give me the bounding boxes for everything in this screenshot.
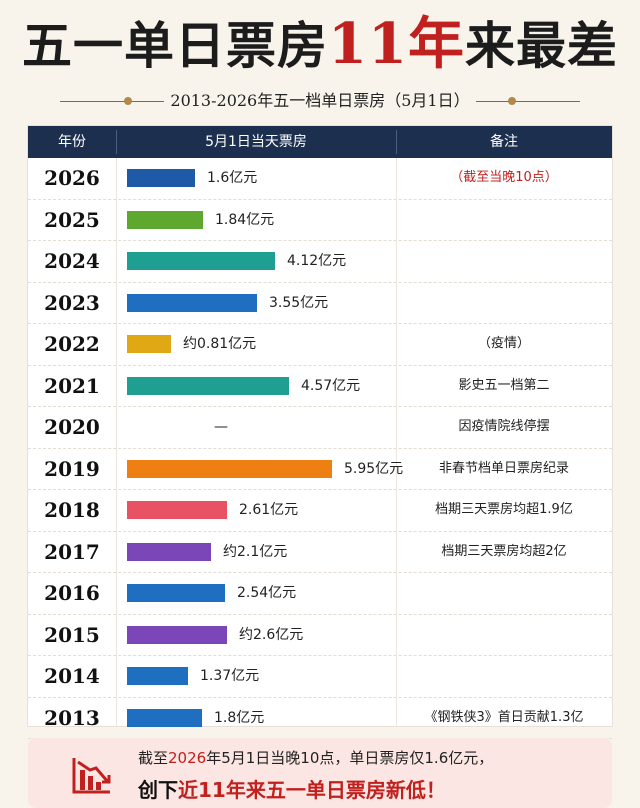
table-row: 2026 1.6亿元 （截至当晚10点） (28, 158, 612, 200)
value-label: 约0.81亿元 (183, 336, 257, 352)
value-label: 1.84亿元 (215, 211, 275, 228)
year-label: 2014 (44, 664, 100, 688)
year-label: 2013 (44, 705, 100, 730)
value-label: 约2.1亿元 (223, 543, 288, 560)
bar (127, 625, 227, 644)
bar (127, 252, 275, 270)
table-row: 2013 1.8亿元 《钢铁侠3》首日贡献1.3亿 (28, 698, 612, 739)
year-label: 2020 (44, 415, 100, 439)
bar (127, 667, 188, 685)
title-part-1: 五一单日票房 (22, 16, 329, 75)
table-row: 2023 3.55亿元 (28, 283, 612, 324)
table-row: 2015 约2.6亿元 (28, 615, 612, 656)
value-label: — (214, 419, 228, 435)
bar (127, 376, 289, 395)
table-row: 2021 4.57亿元 影史五一档第二 (28, 366, 612, 407)
note (396, 656, 612, 696)
table-row: 2016 2.54亿元 (28, 573, 612, 615)
value-label: 1.37亿元 (200, 668, 260, 684)
year-label: 2024 (44, 249, 100, 273)
year-label: 2022 (44, 332, 100, 356)
note (396, 573, 612, 613)
table-row: 2025 1.84亿元 (28, 200, 612, 241)
bar (127, 501, 227, 519)
table-row: 2019 5.95亿元 非春节档单日票房纪录 (28, 449, 612, 490)
column-divider (116, 158, 117, 726)
note (396, 200, 612, 240)
note: 非春节档单日票房纪录 (438, 460, 569, 476)
header-separator (116, 130, 117, 154)
note: 档期三天票房均超2亿 (441, 543, 567, 559)
table-row: 2024 4.12亿元 (28, 241, 612, 283)
value-label: 1.8亿元 (214, 709, 265, 726)
value-label: 2.61亿元 (239, 502, 299, 518)
subtitle-row: 2013-2026年五一档单日票房（5月1日） (60, 88, 580, 114)
year-label: 2019 (44, 456, 100, 481)
column-divider (396, 158, 397, 726)
year-label: 2016 (44, 581, 100, 605)
subtitle-dot-left (124, 97, 132, 105)
note (396, 615, 612, 655)
footer-callout: 截至2026年5月1日当晚10点，单日票房仅1.6亿元， 创下近11年来五一单日… (28, 738, 612, 808)
header-note: 备注 (490, 134, 518, 150)
note: （疫情） (477, 336, 530, 351)
bar (127, 584, 225, 602)
value-label: 4.12亿元 (287, 253, 347, 269)
subtitle-dot-right (508, 97, 516, 105)
note (396, 283, 612, 323)
year-label: 2015 (44, 622, 100, 647)
footer-highlight: 近11年来五一单日票房新低！ (178, 778, 446, 802)
table-rows: 2026 1.6亿元 （截至当晚10点） 2025 1.84亿元 2024 4.12亿元 20… (28, 158, 612, 739)
value-label: 2.54亿元 (237, 585, 297, 601)
header-year: 年份 (58, 134, 86, 150)
bar (127, 293, 257, 312)
footer-text-b: 年5月1日当晚10点，单日票房仅1.6亿元， (206, 749, 494, 767)
subtitle: 2013-2026年五一档单日票房（5月1日） (164, 91, 476, 110)
footer-line-2: 创下近11年来五一单日票房新低！ (138, 774, 446, 803)
note: 《钢铁侠3》首日贡献1.3亿 (424, 709, 584, 725)
table-row: 2017 约2.1亿元 档期三天票房均超2亿 (28, 532, 612, 573)
bar (127, 169, 195, 187)
box-office-table: 年份 5月1日当天票房 备注 2026 1.6亿元 （截至当晚10点） 2025 1.8… (28, 126, 612, 739)
table-row: 2020 — 因疫情院线停摆 (28, 407, 612, 449)
title-highlight: 11年 (328, 11, 465, 77)
header-value: 5月1日当天票房 (205, 134, 307, 150)
year-label: 2017 (44, 539, 100, 564)
bar (127, 459, 332, 478)
header-separator (396, 130, 397, 154)
declining-chart-icon (72, 758, 111, 794)
note: 因疫情院线停摆 (458, 419, 550, 434)
note: 影史五一档第二 (458, 377, 550, 393)
year-label: 2026 (44, 166, 100, 190)
year-label: 2018 (44, 498, 100, 522)
value-label: 5.95亿元 (344, 460, 404, 477)
note (396, 241, 612, 281)
year-label: 2021 (44, 373, 100, 398)
value-label: 3.55亿元 (269, 294, 329, 311)
value-label: 4.57亿元 (301, 377, 361, 394)
footer-year: 2026 (168, 749, 207, 767)
footer-line-1: 截至2026年5月1日当晚10点，单日票房仅1.6亿元， (138, 746, 608, 770)
bar (127, 210, 203, 229)
footer-text-a: 截至 (138, 749, 169, 767)
year-label: 2023 (44, 290, 100, 315)
page-title: 五一单日票房11年来最差 (0, 8, 640, 82)
bar (127, 542, 211, 561)
table-header: 年份 5月1日当天票房 备注 (28, 126, 612, 158)
value-label: 约2.6亿元 (239, 626, 304, 643)
footer-text-c: 创下 (138, 778, 178, 802)
bar (127, 708, 202, 727)
table-row: 2018 2.61亿元 档期三天票房均超1.9亿 (28, 490, 612, 532)
note: 档期三天票房均超1.9亿 (435, 502, 573, 517)
year-label: 2025 (44, 207, 100, 232)
table-row: 2014 1.37亿元 (28, 656, 612, 698)
table-row: 2022 约0.81亿元 （疫情） (28, 324, 612, 366)
note: （截至当晚10点） (450, 170, 558, 185)
bar (127, 335, 171, 353)
value-label: 1.6亿元 (207, 170, 258, 186)
title-part-2: 来最差 (464, 16, 618, 75)
